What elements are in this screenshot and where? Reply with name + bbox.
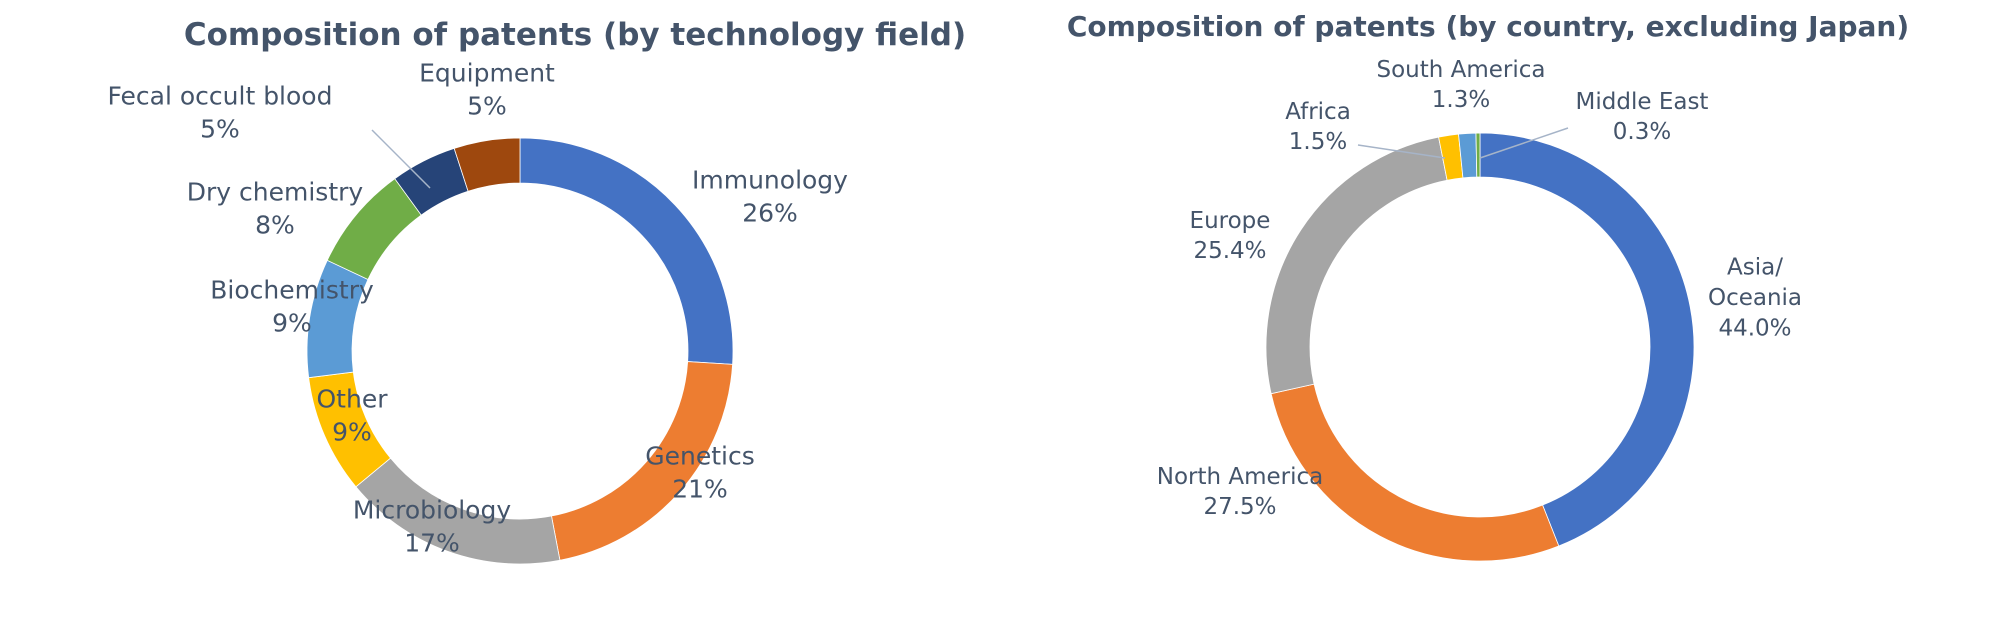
- leader-line-africa: [1357, 144, 1446, 159]
- label-biochemistry: Biochemistry 9%: [210, 275, 374, 337]
- label-north-america: North America 27.5%: [1157, 464, 1324, 520]
- slice-asia-oceania: [1479, 132, 1695, 547]
- chart-2-title: Composition of patents (by country, excl…: [1067, 10, 1909, 43]
- leader-line-fecal-occult-blood: [371, 129, 431, 189]
- chart-2-labels: Asia/Oceania 44.0% North America 27.5% Europ…: [1157, 57, 1802, 520]
- slice-middle-east: [1475, 132, 1481, 178]
- label-south-america: South America 1.3%: [1376, 57, 1545, 113]
- slice-europe: [1265, 136, 1448, 395]
- label-europe: Europe 25.4%: [1190, 208, 1271, 264]
- chart-technology-field: Composition of patents (by technology fi…: [108, 17, 966, 565]
- label-microbiology: Microbiology 17%: [353, 495, 512, 557]
- chart-1-labels: Immunology 26% Genetics 21% Microbiology 17% O…: [108, 58, 849, 557]
- label-genetics: Genetics 21%: [645, 441, 755, 503]
- slice-equipment: [453, 137, 521, 192]
- label-asia-oceania: Asia/Oceania 44.0%: [1708, 255, 1802, 342]
- chart-by-country: Composition of patents (by country, excl…: [1067, 10, 1909, 562]
- label-africa: Africa 1.5%: [1285, 99, 1351, 155]
- label-dry-chemistry: Dry chemistry 8%: [187, 177, 364, 239]
- chart-2-donut: [1265, 132, 1695, 562]
- chart-1-title: Composition of patents (by technology fi…: [184, 17, 966, 53]
- label-equipment: Equipment 5%: [419, 58, 555, 120]
- label-other: Other 9%: [317, 384, 389, 446]
- chart-2-leader-lines: [1357, 127, 1569, 159]
- chart-1-leader-lines: [371, 129, 431, 189]
- label-immunology: Immunology 26%: [692, 165, 848, 227]
- chart-1-donut: [306, 137, 734, 565]
- label-middle-east: Middle East 0.3%: [1576, 89, 1709, 145]
- label-fecal-occult-blood: Fecal occult blood 5%: [108, 81, 333, 143]
- leader-line-middle-east: [1479, 127, 1569, 159]
